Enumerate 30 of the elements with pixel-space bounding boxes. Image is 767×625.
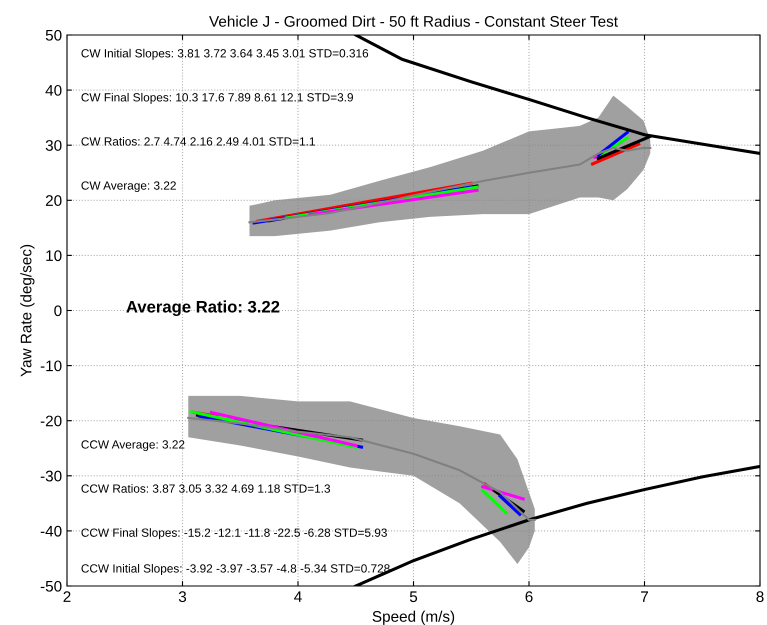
x-axis-title: Speed (m/s) bbox=[372, 610, 454, 625]
annotation: Average Ratio: 3.22 bbox=[126, 300, 280, 316]
x-tick-label: 2 bbox=[64, 591, 70, 602]
y-tick-label: 0 bbox=[54, 305, 62, 316]
annotation: CCW Initial Slopes: -3.92 -3.97 -3.57 -4.8 -5.34 STD=0.728 bbox=[81, 564, 390, 575]
x-tick-label: 5 bbox=[410, 591, 418, 602]
y-axis-title: Yaw Rate (deg/sec) bbox=[20, 244, 35, 377]
annotation: CCW Average: 3.22 bbox=[81, 440, 184, 452]
y-tick-label: -10 bbox=[40, 360, 62, 372]
x-tick-label: 8 bbox=[756, 591, 764, 602]
annotation: CCW Ratios: 3.87 3.05 3.32 4.69 1.18 STD=1.3 bbox=[81, 484, 330, 493]
y-tick-label: -40 bbox=[40, 526, 62, 537]
y-tick-label: -20 bbox=[40, 416, 62, 426]
y-tick-label: -30 bbox=[40, 470, 62, 482]
x-tick-label: 4 bbox=[294, 591, 302, 602]
y-tick-label: 50 bbox=[46, 30, 62, 41]
y-tick-label: 30 bbox=[46, 140, 62, 151]
x-tick-label: 3 bbox=[178, 591, 186, 602]
chart-title: Vehicle J - Groomed Dirt - 50 ft Radius - Constant Steer Test bbox=[209, 16, 618, 27]
annotation: CCW Final Slopes: -15.2 -12.1 -11.8 -22.5 -6.28 STD=5.93 bbox=[81, 528, 387, 540]
y-tick-label: 20 bbox=[46, 195, 62, 206]
annotation: CW Initial Slopes: 3.81 3.72 3.64 3.45 3.01 STD=0.316 bbox=[81, 48, 368, 60]
annotation: CW Ratios: 2.7 4.74 2.16 2.49 4.01 STD=1.1 bbox=[81, 136, 315, 146]
y-tick-label: -50 bbox=[40, 580, 62, 592]
x-tick-label: 6 bbox=[526, 591, 533, 602]
y-tick-label: 40 bbox=[46, 84, 62, 96]
y-tick-label: 10 bbox=[46, 250, 62, 262]
x-tick-label: 7 bbox=[641, 591, 648, 602]
annotation: CW Final Slopes: 10.3 17.6 7.89 8.61 12.1 STD=3.9 bbox=[81, 92, 353, 104]
annotation: CW Average: 3.22 bbox=[81, 181, 176, 192]
